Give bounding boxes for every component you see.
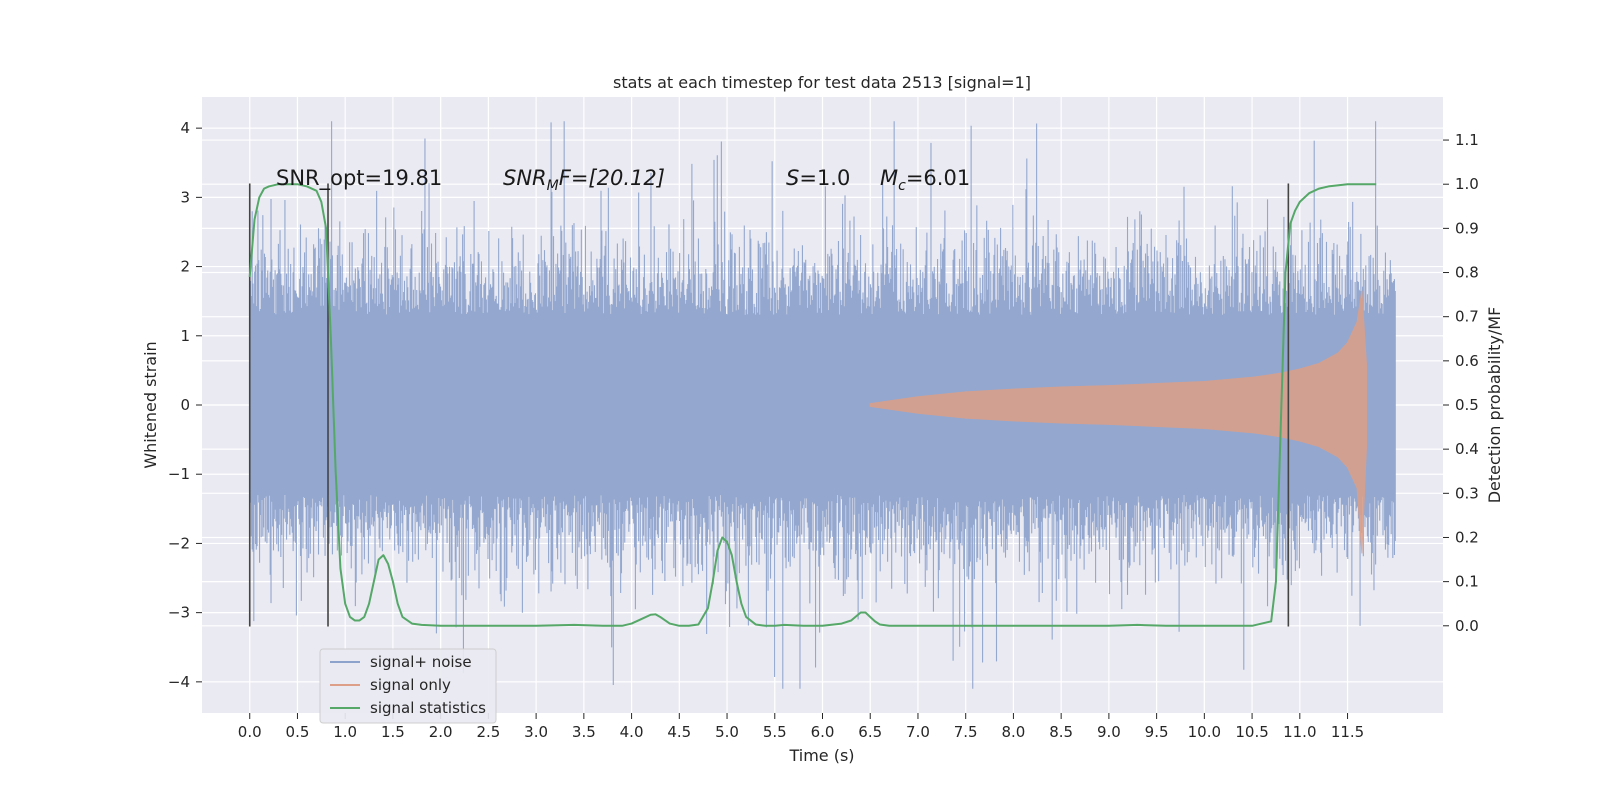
- y-tick-label: 0: [180, 396, 190, 414]
- annotation-snr-mf-tail: F=[20.12]: [559, 166, 665, 190]
- annotation-s-val: =1.0: [799, 166, 850, 190]
- y-ticks: −4 −3 −2 −1 0 1 2 3 4: [168, 119, 202, 691]
- x-tick-label: 8.5: [1049, 723, 1073, 741]
- x-tick-label: 11.5: [1331, 723, 1364, 741]
- legend: signal+ noise signal only signal statist…: [319, 648, 497, 724]
- y2-tick-label: 0.6: [1455, 352, 1479, 370]
- annotation-s: S=1.0: [786, 166, 850, 190]
- x-tick-label: 11.0: [1283, 723, 1316, 741]
- x-tick-label: 1.5: [381, 723, 405, 741]
- y-tick-label: 4: [180, 119, 190, 137]
- x-tick-label: 7.5: [954, 723, 978, 741]
- y2-axis-label: Detection probability/MF: [1485, 307, 1504, 504]
- x-tick-label: 4.0: [620, 723, 644, 741]
- y-tick-label: −1: [168, 465, 190, 483]
- x-tick-label: 1.0: [333, 723, 357, 741]
- y2-tick-label: 0.7: [1455, 308, 1479, 326]
- y2-tick-label: 0.0: [1455, 617, 1479, 635]
- y-tick-label: 3: [180, 188, 190, 206]
- annotation-mc-sub: c: [898, 178, 906, 194]
- y2-tick-label: 0.5: [1455, 396, 1479, 414]
- series-signal-statistics: [248, 183, 1377, 627]
- x-tick-label: 8.0: [1001, 723, 1025, 741]
- x-ticks: 0.0 0.5 1.0 1.5 2.0 2.5 3.0 3.5 4.0 4.5 5.0 5.5 6.0 6…: [238, 713, 1364, 741]
- annotation-snr-mf-sub: M: [547, 178, 559, 194]
- x-tick-label: 6.5: [858, 723, 882, 741]
- y-tick-label: 1: [180, 327, 190, 345]
- annotation-mc-val: =6.01: [906, 166, 970, 190]
- x-tick-label: 5.0: [715, 723, 739, 741]
- y2-tick-label: 0.2: [1455, 528, 1479, 546]
- y-tick-label: 2: [180, 258, 190, 276]
- x-tick-label: 5.5: [763, 723, 787, 741]
- annotation-s-sym: S: [786, 166, 799, 190]
- y2-ticks: 0.0 0.1 0.2 0.3 0.4 0.5 0.6 0.7 0.8 0.9 1.0 1.1: [1443, 131, 1479, 635]
- y2-tick-label: 0.9: [1455, 219, 1479, 237]
- y-tick-label: −4: [168, 673, 190, 691]
- legend-label-signal-only: signal only: [370, 676, 451, 694]
- y-tick-label: −3: [168, 604, 190, 622]
- annotation-mc: Mc=6.01: [880, 166, 970, 194]
- y-tick-label: −2: [168, 534, 190, 552]
- x-axis-label: Time (s): [788, 746, 854, 765]
- annotation-snr-opt: SNR_opt=19.81: [276, 166, 442, 191]
- y2-tick-label: 0.1: [1455, 573, 1479, 591]
- x-tick-label: 3.5: [572, 723, 596, 741]
- y2-tick-label: 1.0: [1455, 175, 1479, 193]
- y-axis-label: Whitened strain: [141, 341, 160, 468]
- x-tick-label: 2.5: [476, 723, 500, 741]
- x-tick-label: 10.0: [1188, 723, 1221, 741]
- annotation-mc-sym: M: [880, 166, 898, 190]
- legend-label-signal-statistics: signal statistics: [370, 699, 486, 717]
- signal-statistics-layer: [248, 183, 1377, 627]
- legend-label-signal-noise: signal+ noise: [370, 653, 472, 671]
- y2-tick-label: 1.1: [1455, 131, 1479, 149]
- x-tick-label: 4.5: [667, 723, 691, 741]
- x-tick-label: 3.0: [524, 723, 548, 741]
- x-tick-label: 7.0: [906, 723, 930, 741]
- x-tick-label: 9.5: [1145, 723, 1169, 741]
- x-tick-label: 6.0: [811, 723, 835, 741]
- x-tick-label: 9.0: [1097, 723, 1121, 741]
- y2-tick-label: 0.4: [1455, 440, 1479, 458]
- x-tick-label: 2.0: [429, 723, 453, 741]
- chart-title: stats at each timestep for test data 251…: [613, 73, 1031, 92]
- x-tick-label: 0.5: [286, 723, 310, 741]
- y2-tick-label: 0.8: [1455, 264, 1479, 282]
- annotation-snr-mf-base: SNR: [503, 166, 547, 190]
- x-tick-label: 10.5: [1235, 723, 1268, 741]
- y2-tick-label: 0.3: [1455, 484, 1479, 502]
- series-signal-only: [869, 290, 1368, 554]
- x-tick-label: 0.0: [238, 723, 262, 741]
- legend-box: [319, 648, 497, 724]
- annotation-snr-mf: SNRMF=[20.12]: [503, 166, 665, 194]
